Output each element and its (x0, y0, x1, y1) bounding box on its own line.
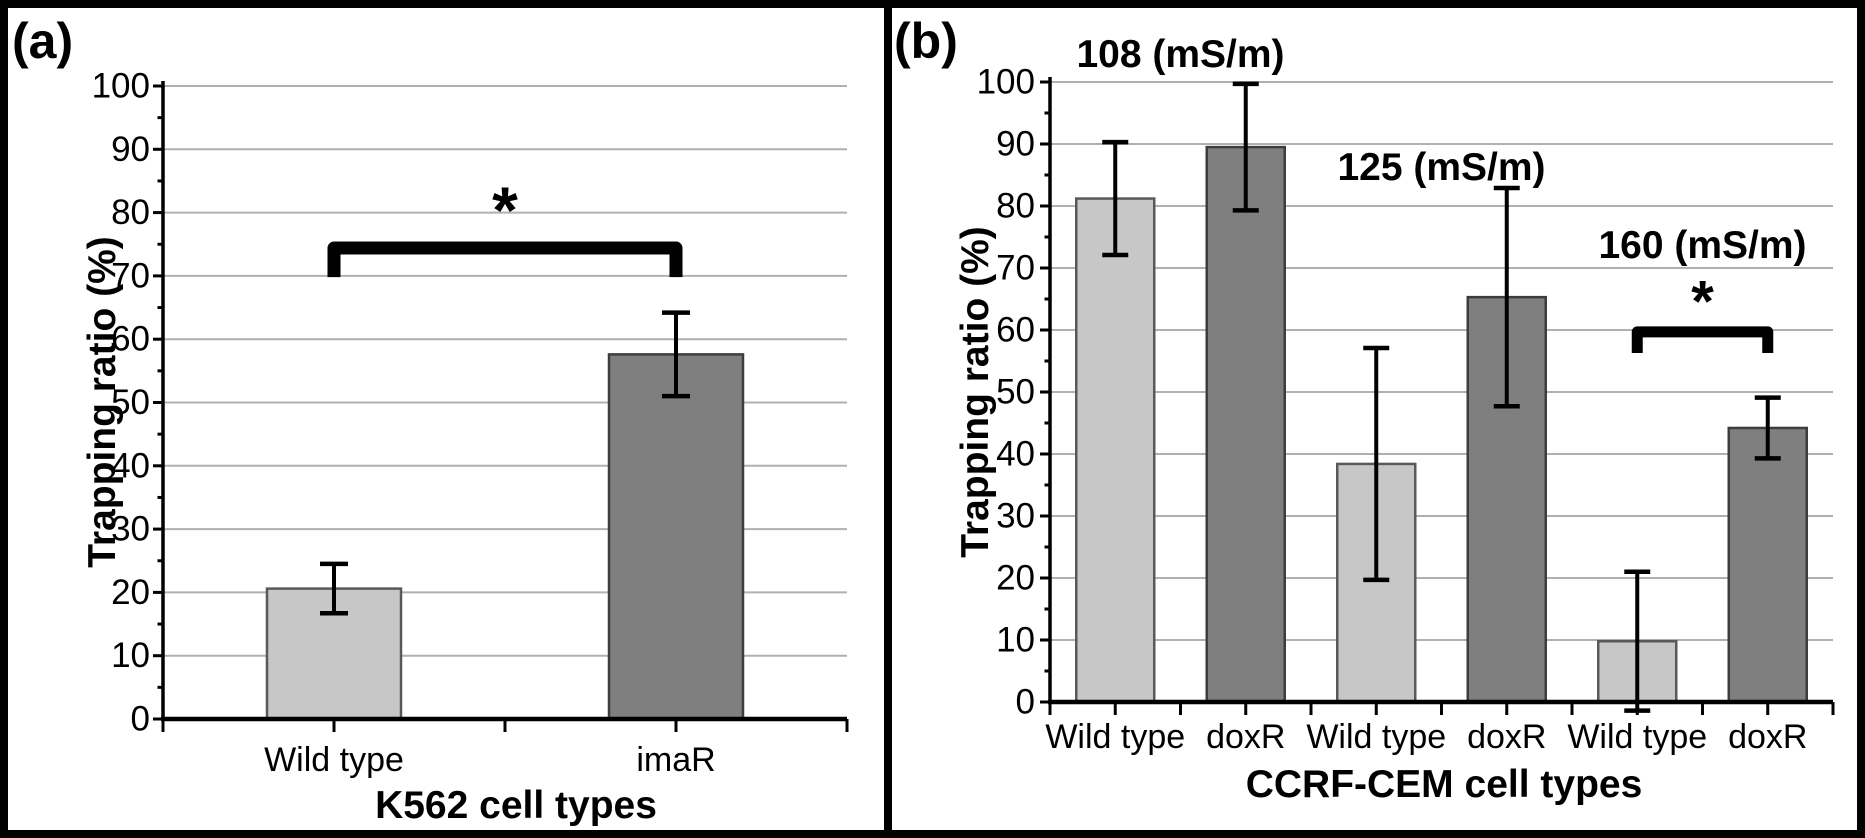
y-tick-label: 60 (996, 311, 1035, 350)
bar (1727, 426, 1808, 704)
y-tick-label: 40 (996, 435, 1035, 474)
y-tick-label: 100 (977, 63, 1035, 102)
y-tick-label: 80 (111, 193, 150, 232)
y-tick-label: 0 (1016, 683, 1035, 722)
y-tick-label: 10 (996, 621, 1035, 660)
x-axis-title: CCRF-CEM cell types (1246, 763, 1643, 806)
panel-a: 0 10 20 30 40 50 60 70 80 90 100 Wild type imaR K562 … (12, 13, 849, 827)
y-tick-label: 90 (996, 125, 1035, 164)
y-axis-title: Trapping ratio (%) (954, 226, 997, 558)
x-category-label: imaR (636, 741, 715, 779)
panel-b: 0 10 20 30 40 50 60 70 80 90 100 Wild type doxR Wild … (894, 13, 1835, 806)
y-tick-label: 60 (111, 320, 150, 359)
x-category-label: Wild type (1567, 718, 1707, 756)
panel-letter: (b) (894, 13, 958, 69)
x-category-label: Wild type (1306, 718, 1446, 756)
group-conductivity-label: 108 (mS/m) (1076, 33, 1284, 76)
y-tick-label: 30 (996, 497, 1035, 536)
y-tick-label: 10 (111, 636, 150, 675)
y-tick-label: 70 (996, 249, 1035, 288)
y-tick-label: 80 (996, 187, 1035, 226)
bar (1205, 145, 1286, 704)
y-tick-label: 90 (111, 130, 150, 169)
y-tick-label: 50 (996, 373, 1035, 412)
y-tick-label: 0 (131, 700, 150, 739)
y-tick-label: 20 (111, 573, 150, 612)
x-category-label: doxR (1728, 718, 1807, 756)
bar (265, 587, 403, 721)
panel-letter: (a) (12, 13, 73, 69)
x-axis-title: K562 cell types (375, 784, 657, 827)
x-category-label: Wild type (264, 741, 404, 779)
y-tick-label: 50 (111, 383, 150, 422)
significance-bracket (327, 241, 683, 278)
y-tick-label: 30 (111, 510, 150, 549)
significance-bracket (1631, 326, 1774, 353)
x-category-label: doxR (1206, 718, 1285, 756)
x-category-label: Wild type (1045, 718, 1185, 756)
y-tick-label: 100 (92, 67, 150, 106)
significance-asterisk: * (492, 173, 518, 247)
y-tick-label: 70 (111, 256, 150, 295)
bar (607, 353, 745, 721)
y-axis-title: Trapping ratio (%) (81, 236, 124, 568)
panel-divider (884, 0, 892, 838)
y-tick-label: 20 (996, 559, 1035, 598)
x-category-label: doxR (1467, 718, 1546, 756)
group-conductivity-label: 160 (mS/m) (1598, 224, 1806, 267)
y-tick-label: 40 (111, 446, 150, 485)
significance-asterisk: * (1691, 270, 1714, 335)
group-conductivity-label: 125 (mS/m) (1337, 146, 1545, 189)
bar (1075, 197, 1156, 704)
